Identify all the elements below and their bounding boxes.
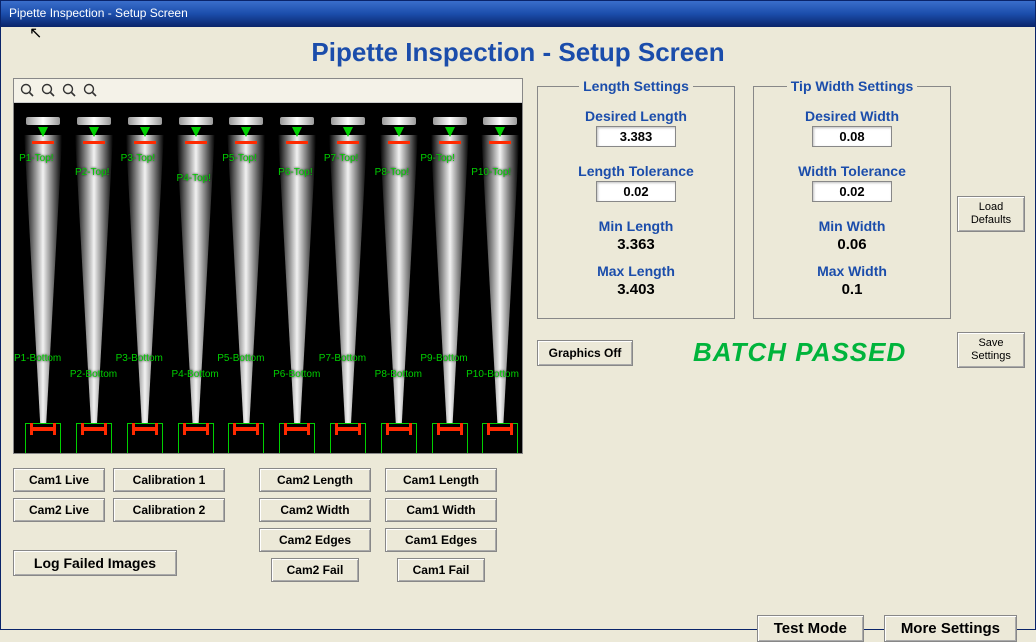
lower-right-row: Graphics Off BATCH PASSED bbox=[537, 337, 1023, 368]
cam2-edges-button[interactable]: Cam2 Edges bbox=[259, 528, 371, 552]
overlay-label-bottom: P10-Bottom bbox=[466, 369, 519, 380]
bottom-buttons: Test Mode More Settings bbox=[757, 615, 1017, 642]
overlay-label-top: P2-Top! bbox=[75, 167, 109, 178]
overlay-label-top: P3-Top! bbox=[121, 153, 155, 164]
right-column: Length Settings Desired Length Length To… bbox=[537, 78, 1023, 598]
width-tolerance-input[interactable] bbox=[812, 181, 892, 202]
zoom-fit-icon[interactable] bbox=[20, 83, 35, 98]
main-area: Pipette Inspection - Setup Screen P1-Top… bbox=[1, 27, 1035, 606]
cam2-live-button[interactable]: Cam2 Live bbox=[13, 498, 105, 522]
overlay-label-top: P7-Top! bbox=[324, 153, 358, 164]
overlay-label-bottom: P8-Bottom bbox=[375, 369, 422, 380]
cam1-width-button[interactable]: Cam1 Width bbox=[385, 498, 497, 522]
min-width-value: 0.06 bbox=[758, 236, 946, 253]
pipette-P7 bbox=[329, 135, 367, 423]
cam1-live-button[interactable]: Cam1 Live bbox=[13, 468, 105, 492]
viewer-image[interactable]: P1-Top! P2-Top! P3-Top! P4-Top! P5-Top! P6-To… bbox=[14, 103, 522, 453]
max-width-label: Max Width bbox=[758, 263, 946, 279]
more-settings-button[interactable]: More Settings bbox=[884, 615, 1017, 642]
overlay-label-bottom: P7-Bottom bbox=[319, 353, 366, 364]
cam1-edges-button[interactable]: Cam1 Edges bbox=[385, 528, 497, 552]
batch-status: BATCH PASSED bbox=[693, 337, 906, 368]
overlay-label-top: P5-Top! bbox=[222, 153, 256, 164]
overlay-label-bottom: P9-Bottom bbox=[420, 353, 467, 364]
desired-length-label: Desired Length bbox=[542, 108, 730, 124]
width-settings-group: Tip Width Settings Desired Width Width T… bbox=[753, 78, 951, 319]
zoom-out-icon[interactable] bbox=[41, 83, 56, 98]
max-length-value: 3.403 bbox=[542, 281, 730, 298]
page-title: Pipette Inspection - Setup Screen bbox=[13, 37, 1023, 68]
overlay-label-bottom: P1-Bottom bbox=[14, 353, 61, 364]
max-width-value: 0.1 bbox=[758, 281, 946, 298]
graphics-off-button[interactable]: Graphics Off bbox=[537, 340, 633, 366]
zoom-in-icon[interactable] bbox=[83, 83, 98, 98]
desired-length-input[interactable] bbox=[596, 126, 676, 147]
app-window: Pipette Inspection - Setup Screen ↖ Pipe… bbox=[0, 0, 1036, 630]
overlay-label-top: P6-Top! bbox=[278, 167, 312, 178]
titlebar-text: Pipette Inspection - Setup Screen bbox=[9, 6, 188, 20]
cam2-length-button[interactable]: Cam2 Length bbox=[259, 468, 371, 492]
overlay-label-bottom: P3-Bottom bbox=[116, 353, 163, 364]
length-tolerance-input[interactable] bbox=[596, 181, 676, 202]
desired-width-label: Desired Width bbox=[758, 108, 946, 124]
desired-width-input[interactable] bbox=[812, 126, 892, 147]
overlay-label-top: P9-Top! bbox=[420, 153, 454, 164]
cam2-width-button[interactable]: Cam2 Width bbox=[259, 498, 371, 522]
width-tolerance-label: Width Tolerance bbox=[758, 163, 946, 179]
calibration2-button[interactable]: Calibration 2 bbox=[113, 498, 225, 522]
overlay-label-bottom: P5-Bottom bbox=[217, 353, 264, 364]
pipette-P3 bbox=[126, 135, 164, 423]
pipette-P1 bbox=[24, 135, 62, 423]
overlay-label-bottom: P2-Bottom bbox=[70, 369, 117, 380]
left-column: P1-Top! P2-Top! P3-Top! P4-Top! P5-Top! P6-To… bbox=[13, 78, 523, 598]
width-legend: Tip Width Settings bbox=[787, 78, 918, 94]
overlay-label-top: P1-Top! bbox=[19, 153, 53, 164]
overlay-label-top: P10-Top! bbox=[471, 167, 511, 178]
calibration1-button[interactable]: Calibration 1 bbox=[113, 468, 225, 492]
content-row: P1-Top! P2-Top! P3-Top! P4-Top! P5-Top! P6-To… bbox=[13, 78, 1023, 598]
button-grid: Cam1 Live Cam2 Live Calibration 1 Calibr… bbox=[13, 468, 523, 598]
overlay-label-bottom: P6-Bottom bbox=[273, 369, 320, 380]
length-legend: Length Settings bbox=[579, 78, 693, 94]
cam2-fail-button[interactable]: Cam2 Fail bbox=[271, 558, 359, 582]
overlay-label-top: P8-Top! bbox=[375, 167, 409, 178]
length-settings-group: Length Settings Desired Length Length To… bbox=[537, 78, 735, 319]
cam1-length-button[interactable]: Cam1 Length bbox=[385, 468, 497, 492]
max-length-label: Max Length bbox=[542, 263, 730, 279]
length-tolerance-label: Length Tolerance bbox=[542, 163, 730, 179]
log-failed-button[interactable]: Log Failed Images bbox=[13, 550, 177, 576]
image-viewer: P1-Top! P2-Top! P3-Top! P4-Top! P5-Top! P6-To… bbox=[13, 78, 523, 454]
settings-row: Length Settings Desired Length Length To… bbox=[537, 78, 1023, 319]
overlay-label-bottom: P4-Bottom bbox=[171, 369, 218, 380]
min-width-label: Min Width bbox=[758, 218, 946, 234]
side-buttons: Load Defaults Save Settings bbox=[957, 196, 1025, 368]
pipette-P9 bbox=[431, 135, 469, 423]
pipette-P5 bbox=[227, 135, 265, 423]
titlebar: Pipette Inspection - Setup Screen bbox=[1, 1, 1035, 27]
viewer-toolbar bbox=[14, 79, 522, 103]
min-length-value: 3.363 bbox=[542, 236, 730, 253]
cam1-fail-button[interactable]: Cam1 Fail bbox=[397, 558, 485, 582]
overlay-label-top: P4-Top! bbox=[177, 173, 211, 184]
test-mode-button[interactable]: Test Mode bbox=[757, 615, 864, 642]
save-settings-button[interactable]: Save Settings bbox=[957, 332, 1025, 368]
load-defaults-button[interactable]: Load Defaults bbox=[957, 196, 1025, 232]
min-length-label: Min Length bbox=[542, 218, 730, 234]
zoom-reset-icon[interactable] bbox=[62, 83, 77, 98]
